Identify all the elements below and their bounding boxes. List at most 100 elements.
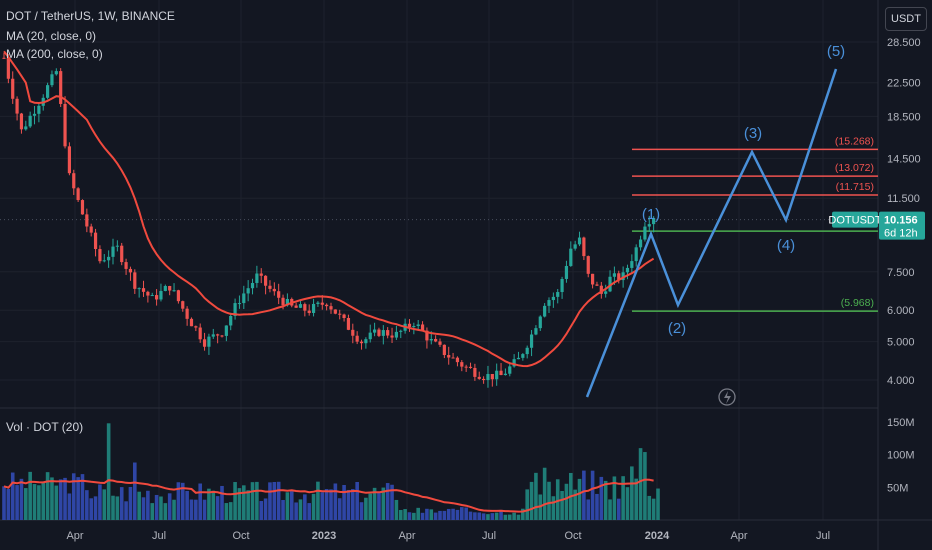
candle-body — [338, 313, 342, 315]
candle-body — [486, 373, 490, 381]
candle-body — [107, 256, 111, 261]
time-tick-label: Jul — [482, 530, 496, 542]
volume-bar — [516, 514, 521, 520]
volume-bar — [272, 482, 277, 520]
candle-body — [364, 339, 368, 344]
volume-bar — [37, 485, 41, 520]
volume-bar — [507, 514, 512, 520]
candle-body — [185, 308, 189, 319]
volume-bar — [41, 482, 46, 520]
currency-selector-button[interactable]: USDT — [885, 7, 927, 31]
volume-bar — [490, 513, 495, 520]
volume-bar — [381, 487, 386, 520]
volume-bar — [80, 474, 85, 520]
volume-bar — [150, 503, 155, 520]
candle-body — [11, 78, 15, 99]
candle-body — [272, 288, 276, 292]
candle-body — [425, 330, 429, 341]
candle-body — [67, 146, 71, 174]
level-label: (5.968) — [841, 297, 874, 309]
volume-bar — [102, 489, 107, 520]
candle-body — [529, 334, 534, 348]
candle-body — [189, 318, 194, 327]
volume-bar — [54, 485, 59, 520]
projection-levels: (15.268) (13.072) (11.715) (5.968) — [0, 135, 878, 312]
volume-tick-label: 50M — [887, 482, 908, 494]
axes: 28.500 22.500 18.500 14.500 11.500 7.500 6.000… — [66, 37, 925, 542]
volume-bar — [220, 485, 224, 520]
volume-bar — [333, 483, 338, 520]
candle-body — [50, 74, 54, 86]
volume-bar — [255, 481, 259, 520]
candle-body — [386, 330, 390, 336]
candle-body — [128, 268, 133, 273]
volume-bar — [342, 485, 346, 520]
volume-bar — [529, 481, 534, 520]
candle-body — [564, 265, 569, 279]
volume-bar — [468, 511, 473, 520]
volume-bars — [2, 423, 660, 520]
candle-body — [351, 329, 355, 336]
volume-bar — [85, 490, 89, 520]
volume-bar — [359, 502, 364, 520]
candle-body — [525, 347, 529, 355]
candle-body — [307, 310, 311, 313]
ma-line — [3, 50, 655, 368]
volume-bar — [106, 423, 111, 520]
candle-body — [172, 290, 176, 292]
price-tick-label: 4.000 — [887, 375, 915, 387]
symbol-title[interactable]: DOT / TetherUS, 1W, BINANCE — [6, 9, 175, 23]
wave-label: (4) — [777, 237, 795, 254]
volume-bar — [460, 507, 464, 520]
candle-body — [85, 214, 89, 227]
time-tick-label: Oct — [564, 530, 581, 542]
volume-bar — [394, 499, 399, 520]
volume-bar — [446, 508, 451, 520]
volume-bar — [542, 467, 547, 520]
candle-body — [216, 334, 220, 336]
ma20-legend[interactable]: MA (20, close, 0) — [6, 29, 97, 43]
candle-body — [394, 331, 398, 338]
volume-tick-label: 150M — [887, 417, 915, 429]
candle-body — [521, 354, 525, 358]
volume-bar — [281, 500, 285, 520]
volume-bar — [2, 486, 6, 520]
candle-body — [543, 305, 547, 317]
candle-body — [124, 262, 128, 269]
volume-bar — [233, 482, 237, 520]
volume-bar — [582, 470, 586, 520]
price-tick-label: 7.500 — [887, 267, 915, 279]
volume-bar — [612, 476, 617, 520]
volume-bar — [180, 482, 185, 520]
candle-body — [407, 323, 412, 327]
candle-body — [259, 273, 263, 276]
volume-bar — [625, 487, 630, 520]
candle-body — [150, 295, 154, 297]
candle-body — [438, 341, 442, 345]
volume-bar — [525, 489, 529, 520]
price-tick-label: 18.500 — [887, 111, 921, 123]
volume-legend[interactable]: Vol · DOT (20) — [6, 420, 84, 434]
ma200-legend[interactable]: MA (200, close, 0) — [6, 47, 103, 61]
volume-bar — [98, 484, 102, 520]
candle-body — [159, 290, 163, 300]
candle-body — [652, 218, 656, 225]
volume-bar — [372, 487, 377, 520]
candle-body — [281, 297, 285, 306]
symbol-badge — [832, 211, 878, 228]
candle-body — [586, 256, 590, 274]
volume-bar — [464, 507, 468, 520]
time-tick-label: 2024 — [645, 530, 670, 542]
candle-body — [137, 288, 141, 290]
volume-bar — [176, 482, 181, 520]
volume-bar — [364, 497, 368, 520]
candle-body — [582, 237, 586, 257]
volume-bar — [455, 509, 460, 520]
volume-bar — [351, 489, 355, 520]
candle-body — [595, 284, 599, 286]
candle-body — [24, 126, 28, 130]
price-tick-label: 11.500 — [887, 193, 920, 205]
price-tick-label: 6.000 — [887, 305, 915, 317]
candle-body — [412, 326, 416, 328]
